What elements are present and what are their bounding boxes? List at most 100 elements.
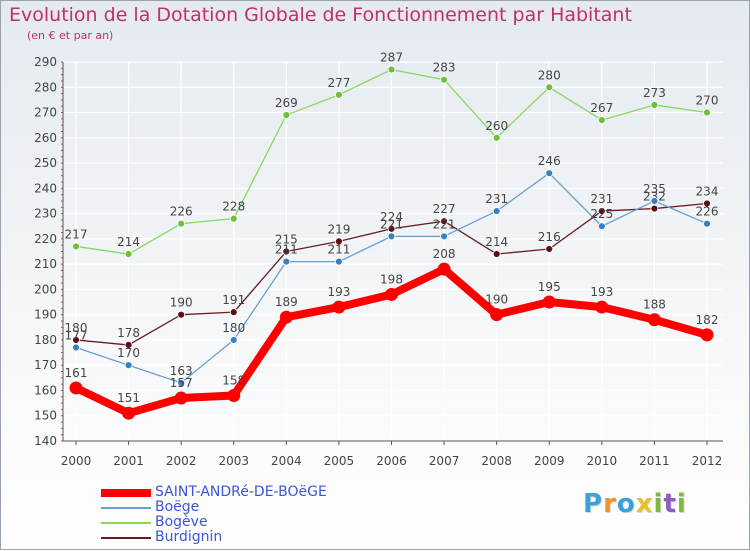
data-point (335, 90, 343, 99)
x-tick-label: 2005 (324, 454, 355, 468)
y-tick-label: 290 (34, 55, 57, 69)
data-point (229, 336, 238, 344)
legend-swatch (101, 522, 151, 524)
data-label: 221 (433, 217, 456, 231)
data-point (124, 250, 133, 258)
data-label: 234 (696, 184, 719, 198)
data-point (387, 65, 396, 74)
data-point (282, 257, 291, 266)
y-tick-label: 250 (34, 156, 57, 170)
data-label: 225 (590, 207, 613, 221)
data-point (492, 250, 501, 258)
data-label: 180 (65, 321, 88, 335)
data-label: 219 (327, 222, 350, 236)
data-label: 151 (117, 391, 140, 405)
chart-title: Evolution de la Dotation Globale de Fonc… (9, 4, 632, 26)
plot-area (63, 62, 723, 441)
x-tick-label: 2006 (376, 454, 407, 468)
legend-label: Boëge (155, 499, 200, 515)
data-point (387, 232, 396, 241)
data-point (72, 242, 80, 251)
data-label: 190 (170, 296, 193, 310)
data-point (385, 287, 398, 301)
x-tick-label: 2002 (166, 454, 197, 468)
data-label: 221 (380, 217, 403, 231)
y-tick-label: 210 (34, 257, 57, 271)
data-point (700, 328, 714, 342)
data-point (650, 101, 659, 109)
data-point (72, 343, 80, 352)
data-point (597, 207, 606, 215)
x-tick-label: 2012 (692, 454, 723, 468)
data-point (282, 111, 291, 119)
data-label: 226 (170, 205, 193, 219)
data-label: 228 (222, 200, 245, 214)
data-point (595, 300, 609, 314)
data-point (282, 247, 291, 256)
data-label: 231 (485, 192, 508, 206)
data-point (437, 262, 451, 276)
x-tick-label: 2011 (639, 454, 670, 468)
data-label: 270 (696, 94, 719, 108)
data-label: 226 (696, 205, 719, 219)
data-point (174, 391, 188, 405)
y-tick-label: 170 (34, 358, 57, 372)
data-point (177, 378, 186, 387)
data-point (124, 341, 133, 349)
data-point (650, 197, 659, 205)
data-point (545, 169, 554, 178)
x-tick-label: 2003 (218, 454, 249, 468)
y-tick-label: 200 (34, 282, 57, 296)
y-tick-label: 270 (34, 106, 57, 120)
x-tick-label: 2009 (534, 454, 565, 468)
data-label: 180 (222, 321, 245, 335)
data-label: 269 (275, 96, 298, 110)
data-point (545, 83, 554, 92)
data-point (703, 108, 711, 117)
data-point (332, 300, 346, 314)
logo-letter: x (635, 489, 654, 519)
data-point (647, 313, 661, 327)
data-label: 231 (590, 192, 613, 206)
data-point (229, 308, 238, 317)
data-label: 283 (433, 61, 456, 75)
data-label: 208 (433, 247, 456, 261)
data-label: 182 (696, 313, 719, 327)
data-label: 217 (65, 227, 88, 241)
data-label: 178 (117, 326, 140, 340)
data-point (387, 224, 396, 233)
data-label: 214 (485, 235, 508, 249)
data-label: 267 (590, 101, 613, 115)
legend-label: SAINT-ANDRé-DE-BOëGE (155, 484, 327, 500)
data-point (545, 245, 554, 253)
data-point (492, 207, 501, 215)
data-label: 227 (433, 202, 456, 216)
data-label: 215 (275, 233, 298, 247)
data-point (69, 381, 83, 395)
data-label: 211 (327, 243, 350, 257)
data-point (597, 222, 606, 231)
logo-letter: r (603, 489, 617, 519)
data-label: 214 (117, 235, 140, 249)
x-tick-label: 2010 (587, 454, 618, 468)
data-point (542, 295, 556, 309)
y-tick-label: 280 (34, 80, 57, 94)
data-label: 157 (170, 376, 193, 390)
data-label: 161 (65, 366, 88, 380)
data-label: 246 (538, 154, 561, 168)
data-label: 158 (222, 374, 245, 388)
data-label: 191 (222, 293, 245, 307)
data-point (227, 389, 241, 403)
logo-letter: o (616, 489, 636, 519)
data-point (122, 406, 136, 420)
data-label: 193 (327, 285, 350, 299)
data-label: 232 (643, 190, 666, 204)
data-label: 280 (538, 68, 561, 82)
y-tick-label: 160 (34, 383, 57, 397)
data-point (650, 204, 659, 213)
data-label: 273 (643, 86, 666, 100)
x-tick-label: 2008 (481, 454, 512, 468)
data-label: 277 (327, 76, 350, 90)
data-label: 188 (643, 298, 666, 312)
data-point (703, 219, 711, 228)
